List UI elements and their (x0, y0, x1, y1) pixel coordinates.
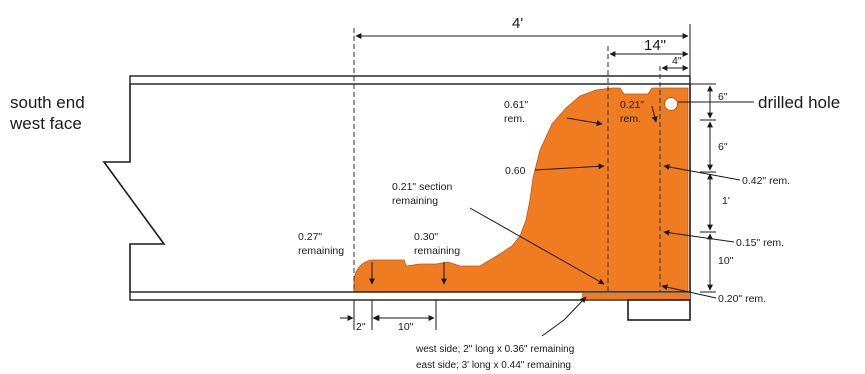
rem-061-value: 0.61" (504, 99, 528, 111)
dim-4in: 4" (672, 55, 682, 67)
rem-030-value: 0.30" (414, 231, 438, 243)
dim-10in-right: 10" (718, 255, 734, 267)
section-label-line1: 0.21" section (392, 181, 453, 193)
dim-1ft: 1' (722, 195, 730, 207)
rem-061-unit: rem. (504, 113, 525, 125)
dim-10in-bottom: 10" (398, 321, 414, 333)
drilled-hole-label: drilled hole (758, 93, 840, 112)
section-label-line2: remaining (392, 195, 438, 207)
rem-015-label: 0.15" rem. (736, 237, 784, 249)
dim-4ft: 4' (512, 15, 523, 32)
rem-030-unit: remaining (414, 245, 460, 257)
flange-corrosion (582, 293, 690, 299)
west-face-label: west face (9, 114, 82, 133)
bearing-plate (627, 299, 691, 321)
dim-2in: 2" (356, 321, 366, 333)
top-flange (129, 75, 691, 85)
drilled-hole-icon (664, 97, 678, 111)
dim-14in: 14" (644, 37, 666, 54)
rem-021-value: 0.21" (620, 99, 644, 111)
dim-6in-top: 6" (718, 91, 728, 103)
west-side-note: west side; 2" long x 0.36" remaining (415, 344, 574, 355)
south-end-label: south end (10, 93, 85, 112)
rem-021-unit: rem. (620, 113, 641, 125)
corrosion-area (353, 87, 689, 299)
break-line (102, 84, 166, 292)
east-side-note: east side; 3' long x 0.44" remaining (416, 360, 571, 371)
dim-6in-mid: 6" (718, 141, 728, 153)
rem-042-label: 0.42" rem. (742, 175, 790, 187)
rem-020-label: 0.20" rem. (718, 293, 766, 305)
rem-060-value: 0.60 (505, 165, 526, 177)
rem-027-unit: remaining (298, 245, 344, 257)
rem-027-value: 0.27" (298, 231, 322, 243)
